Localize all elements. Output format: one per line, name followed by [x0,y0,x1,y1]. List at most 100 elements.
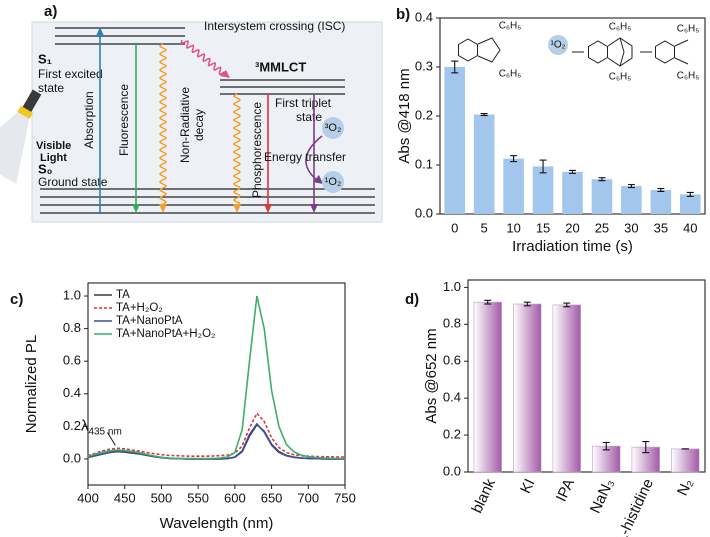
x-tick-label: blank [468,476,499,516]
x-tick-label: 30 [624,220,638,235]
legend-label: TA+NanoPtA+H₂O₂ [116,328,215,340]
y-tick-label: 0.8 [63,320,81,335]
substituent-label: C₆H₅ [499,69,522,80]
s1-label: S₁ [38,51,52,66]
non-radiative-label: Non-Radiative [178,87,192,163]
y-tick-label: 0.6 [63,353,81,368]
isc-arrow [180,39,227,76]
bar [679,194,701,214]
x-tick-label: 600 [224,490,246,505]
legend-label: TA+NanoPtA [116,315,183,327]
bar [473,114,495,214]
x-tick-label: 500 [151,490,173,505]
arrowhead [96,27,104,36]
x-tick-label: 25 [595,220,609,235]
x-axis-title: Wavelength (nm) [160,515,274,532]
x-tick-label: 35 [654,220,668,235]
x-tick-label: 700 [297,490,319,505]
y-tick-label: 0.0 [443,463,461,478]
energy-transfer-arrow [305,135,323,182]
light-label: Light [40,152,67,164]
x-tick-label: 10 [506,220,520,235]
reagent-label: ¹O₂ [551,40,566,51]
y-axis-title: Normalized PL [23,335,40,433]
bar [503,158,524,214]
triplet-oxygen: ³O₂ [325,122,342,134]
y-tick-label: 1.0 [443,279,461,294]
non-radiative-label: decay [192,109,206,141]
y-tick-label: 0.0 [415,205,433,220]
y-tick-label: 0.4 [443,390,461,405]
panel-label: a) [44,3,57,20]
arrowhead [313,175,323,184]
x-tick-label: KI [517,476,538,496]
flashlight [0,89,42,184]
annotation-symbol: λ [81,417,89,434]
y-tick-label: 0.3 [415,58,433,73]
oxygen-circle [322,171,344,193]
arrowhead [233,204,241,213]
y-axis-title: Abs @652 nm [423,328,440,423]
x-tick-label: N₂ [674,476,697,498]
x-tick-label: 750 [334,490,356,505]
t1-state: First triplet [275,96,332,110]
panel-label: b) [396,6,410,23]
wavy-arrow [232,93,242,205]
ring [588,40,608,64]
y-tick-label: 0.6 [443,353,461,368]
bar [621,186,642,214]
phosphorescence-label: Phosphorescence [250,102,264,198]
singlet-oxygen: ¹O₂ [325,176,342,188]
bar [473,301,502,473]
legend-label: TA+H₂O₂ [116,302,163,314]
y-tick-label: 0.2 [63,418,81,433]
x-axis-title: Irradiation time (s) [512,238,633,255]
panel-label: c) [10,291,23,308]
x-tick-label: NaN₃ [587,476,618,516]
annotation: λ435 nm [81,417,122,437]
s0-state: Ground state [38,175,108,189]
bar [671,448,700,473]
x-tick-label: 450 [114,490,136,505]
x-tick-label: 20 [565,220,579,235]
absorption-label: Absorption [82,91,96,148]
x-tick-label: 650 [261,490,283,505]
oxygen-circle [322,117,344,139]
substituent-label: C₆H₅ [499,21,522,32]
panel-label: d) [405,291,419,308]
bridge [607,37,633,67]
x-tick-label: 550 [187,490,209,505]
y-tick-label: 1.0 [63,287,81,302]
substituent-label: C₆H₅ [609,22,632,33]
bar [592,445,621,473]
plot-frame [467,279,706,473]
line-series [87,423,345,460]
y-tick-label: 0.2 [443,427,461,442]
plot-frame [87,282,346,486]
reaction-scheme [458,37,689,67]
wavy-arrow [158,43,168,205]
y-axis-title: Abs @418 nm [396,68,413,163]
t1-state: state [296,110,322,124]
y-tick-label: 0.4 [63,385,81,400]
s0-label: S₀ [38,161,53,176]
substituent-label: C₆H₅ [677,71,700,82]
x-tick-label: 5 [481,220,488,235]
x-tick-label: 0 [451,220,458,235]
arrowhead [220,70,230,78]
x-tick-label: L-histidine [613,476,657,537]
x-tick-label: 400 [77,490,99,505]
arrowhead [264,204,272,213]
legend-label: TA [116,289,130,301]
annotation-arrow [106,432,116,446]
ring [477,37,501,63]
ring [458,38,478,62]
energy-levels [40,27,375,214]
bar [650,189,672,214]
y-tick-label: 0.0 [63,450,81,465]
annotation-subscript: 435 nm [88,426,121,437]
bar [532,166,554,214]
x-tick-label: 15 [536,220,550,235]
arrowhead [159,204,167,213]
